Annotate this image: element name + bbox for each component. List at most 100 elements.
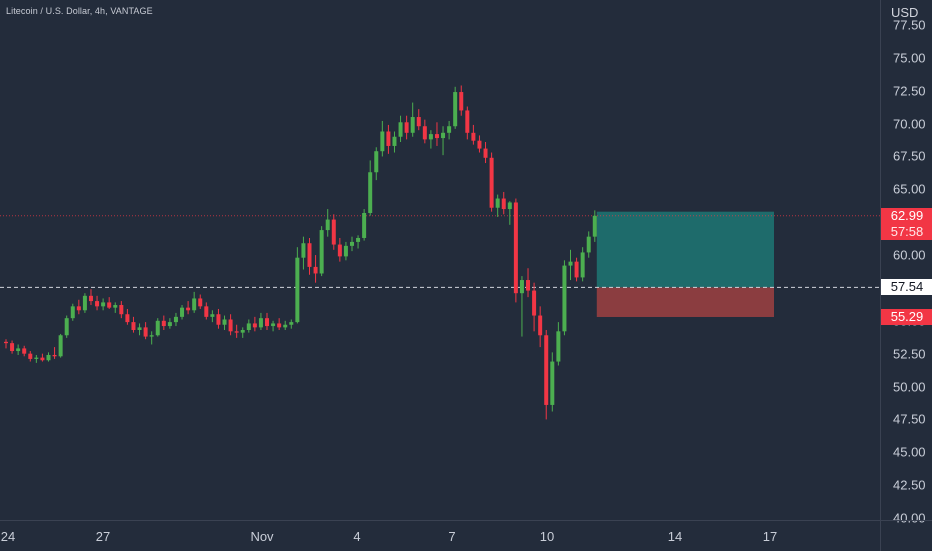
price-tick-label: 60.00 (893, 247, 926, 263)
candle-body (234, 331, 239, 333)
candle-body (495, 198, 500, 208)
candlestick-chart[interactable] (0, 0, 880, 520)
candle-body (580, 252, 585, 278)
candle-body (210, 314, 215, 317)
price-tick-label: 65.00 (893, 181, 926, 197)
candle-body (416, 117, 421, 127)
candle-body (46, 354, 51, 361)
candle-body (544, 335, 549, 405)
candle-body (374, 151, 379, 173)
candle-body (410, 117, 415, 133)
candle-body (489, 157, 494, 208)
price-tick-label: 75.00 (893, 50, 926, 66)
last-price-tag: 62.99 (881, 207, 932, 224)
entry-price-tag: 57.54 (881, 279, 932, 296)
candle-body (113, 305, 118, 308)
candle-body (180, 307, 185, 317)
price-tick-label: 77.50 (893, 17, 926, 33)
candle-body (356, 237, 361, 242)
candle-body (277, 323, 282, 328)
candle-body (362, 212, 367, 238)
candle-body (592, 215, 597, 237)
time-tick-label: 10 (539, 529, 555, 544)
candle-body (161, 320, 166, 327)
time-tick-label: 14 (667, 529, 683, 544)
candle-body (119, 305, 124, 315)
time-axis[interactable]: 24 27 Nov 4 7 10 14 17 (0, 520, 880, 551)
candle-body (82, 295, 87, 311)
candle-body (513, 202, 518, 294)
candle-body (465, 110, 470, 133)
candle-body (228, 319, 233, 332)
price-tick-label: 45.00 (893, 444, 926, 460)
candle-body (459, 92, 464, 111)
price-axis[interactable]: USD 77.5075.0072.5070.0067.5065.0062.506… (880, 0, 932, 526)
candle-body (574, 261, 579, 278)
candle-body (295, 257, 300, 323)
stop-price-tag: 55.29 (881, 308, 932, 325)
candle-body (507, 202, 512, 210)
candle-body (337, 244, 342, 257)
time-tick-label: 17 (762, 529, 778, 544)
candle-body (76, 306, 81, 311)
candle-body (562, 265, 567, 332)
candle-body (349, 241, 354, 246)
candle-body (453, 92, 458, 127)
candle-body (538, 315, 543, 336)
price-tick-label: 72.50 (893, 83, 926, 99)
candle-body (319, 230, 324, 274)
candle-body (204, 306, 209, 317)
candle-body (88, 295, 93, 302)
candle-body (192, 298, 197, 311)
candle-body (143, 327, 148, 337)
chart-pane[interactable]: Litecoin / U.S. Dollar, 4h, VANTAGE (0, 0, 880, 520)
candle-body (331, 219, 336, 245)
candle-body (149, 335, 154, 337)
candle-body (283, 324, 288, 328)
candle-body (392, 136, 397, 146)
candle-body (64, 318, 69, 336)
candle-body (568, 261, 573, 266)
candle-body (422, 126, 427, 140)
candle-body (380, 131, 385, 152)
candle-body (22, 348, 27, 354)
candle-body (222, 319, 227, 325)
candle-body (16, 348, 21, 352)
candle-body (532, 290, 537, 316)
candle-body (10, 343, 15, 352)
candle-body (167, 322, 172, 327)
candle-body (428, 134, 433, 140)
candle-body (58, 335, 63, 357)
candle-body (586, 236, 591, 253)
currency-label: USD (891, 5, 919, 20)
candle-body (501, 198, 506, 210)
candle-body (125, 314, 130, 323)
candle-body (386, 131, 391, 146)
candle-body (368, 172, 373, 213)
price-tick-label: 52.50 (893, 346, 926, 362)
symbol-title: Litecoin / U.S. Dollar, 4h, VANTAGE (6, 6, 153, 16)
candle-body (526, 280, 531, 291)
bar-countdown-tag: 57:58 (881, 223, 932, 240)
candle-body (556, 331, 561, 362)
time-tick-label: 4 (353, 529, 361, 544)
axis-corner (880, 520, 932, 551)
candle-body (155, 320, 160, 336)
candle-body (519, 280, 524, 294)
candle-body (307, 243, 312, 267)
candle-body (265, 318, 270, 327)
candle-body (271, 323, 276, 327)
candle-body (301, 243, 306, 258)
candle-body (107, 302, 112, 308)
candle-body (101, 302, 106, 307)
price-tick-label: 42.50 (893, 477, 926, 493)
candle-body (173, 316, 178, 323)
time-tick-label: Nov (250, 529, 274, 544)
time-tick-label: 27 (95, 529, 111, 544)
target-zone (596, 211, 774, 288)
candle-body (404, 122, 409, 133)
candle-body (216, 314, 221, 325)
candle-body (477, 140, 482, 149)
candle-body (198, 298, 203, 307)
candle-body (258, 318, 263, 328)
